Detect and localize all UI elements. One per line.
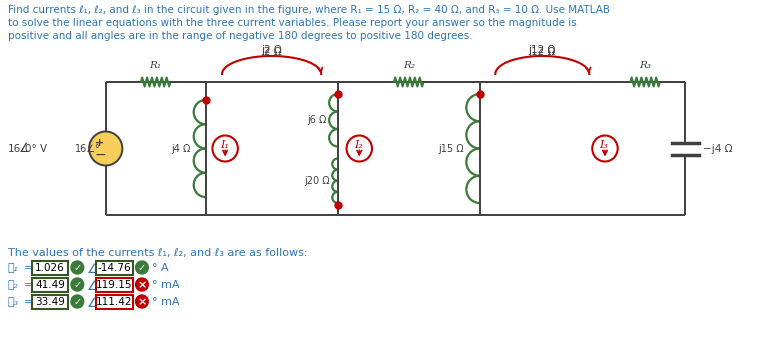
Circle shape (135, 261, 148, 274)
Text: 33.49: 33.49 (35, 297, 65, 307)
Text: ×: × (138, 297, 147, 307)
Text: I₃: I₃ (600, 140, 608, 151)
Text: ℓ₁: ℓ₁ (8, 263, 19, 273)
Text: R₁: R₁ (150, 61, 162, 70)
Text: =: = (24, 297, 33, 307)
Text: R₂: R₂ (403, 61, 415, 70)
Text: j2 Ω: j2 Ω (261, 45, 282, 55)
Text: j6 Ω: j6 Ω (307, 115, 326, 125)
Text: +: + (96, 139, 105, 148)
FancyBboxPatch shape (32, 261, 68, 274)
Text: ° A: ° A (152, 263, 168, 273)
Text: 1.026: 1.026 (35, 263, 65, 273)
Text: ∠: ∠ (18, 142, 30, 155)
Text: ℓ₂: ℓ₂ (8, 280, 19, 290)
FancyBboxPatch shape (96, 261, 133, 274)
Circle shape (71, 261, 84, 274)
Text: 16: 16 (8, 143, 21, 154)
Text: j15 Ω: j15 Ω (438, 143, 464, 154)
Text: 16∠°: 16∠° (75, 144, 101, 155)
Text: ∠: ∠ (87, 263, 99, 276)
Text: Find currents ℓ₁, ℓ₂, and ℓ₃ in the circuit given in the figure, where R₁ = 15 Ω: Find currents ℓ₁, ℓ₂, and ℓ₃ in the circ… (8, 5, 610, 15)
Circle shape (71, 278, 84, 291)
Circle shape (135, 295, 148, 308)
Circle shape (89, 131, 122, 166)
Text: positive and all angles are in the range of negative 180 degrees to positive 180: positive and all angles are in the range… (8, 31, 472, 41)
Text: ✓: ✓ (138, 263, 146, 273)
Text: -14.76: -14.76 (98, 263, 131, 273)
Text: ° mA: ° mA (152, 297, 180, 307)
FancyBboxPatch shape (96, 277, 133, 291)
Text: ∠: ∠ (87, 280, 99, 293)
Text: ✓: ✓ (73, 280, 82, 290)
Text: I₁: I₁ (220, 140, 228, 151)
Text: −j4 Ω: −j4 Ω (703, 143, 733, 154)
Text: j12 Ω: j12 Ω (529, 45, 556, 55)
Text: ✓: ✓ (73, 263, 82, 273)
FancyBboxPatch shape (96, 294, 133, 309)
Text: j12 Ω: j12 Ω (529, 47, 556, 57)
Text: ∠: ∠ (87, 297, 99, 310)
Text: ✓: ✓ (73, 297, 82, 307)
Text: j20 Ω: j20 Ω (304, 176, 329, 186)
Text: ℓ₃: ℓ₃ (8, 297, 19, 307)
Text: j4 Ω: j4 Ω (171, 143, 191, 154)
FancyBboxPatch shape (32, 294, 68, 309)
Circle shape (71, 295, 84, 308)
Text: 119.15: 119.15 (96, 280, 133, 290)
Text: j2 Ω: j2 Ω (261, 47, 282, 57)
Text: ° mA: ° mA (152, 280, 180, 290)
Text: ×: × (138, 280, 147, 290)
Text: R₃: R₃ (639, 61, 651, 70)
Text: 0° V: 0° V (25, 143, 47, 154)
Text: =: = (24, 280, 33, 290)
Text: 41.49: 41.49 (35, 280, 65, 290)
Text: −: − (94, 147, 105, 162)
Text: =: = (24, 263, 33, 273)
Circle shape (135, 278, 148, 291)
Text: 111.42: 111.42 (96, 297, 133, 307)
Text: The values of the currents ℓ₁, ℓ₂, and ℓ₃ are as follows:: The values of the currents ℓ₁, ℓ₂, and ℓ… (8, 248, 307, 258)
Text: I₂: I₂ (354, 140, 363, 151)
Text: to solve the linear equations with the three current variables. Please report yo: to solve the linear equations with the t… (8, 18, 577, 28)
FancyBboxPatch shape (32, 277, 68, 291)
